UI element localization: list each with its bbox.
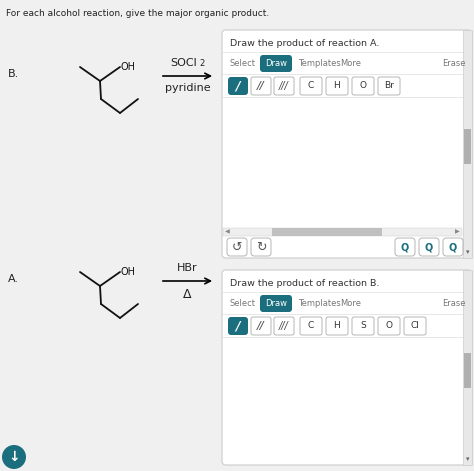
Circle shape	[2, 445, 26, 469]
Text: ▾: ▾	[466, 249, 469, 255]
FancyBboxPatch shape	[260, 55, 292, 72]
FancyBboxPatch shape	[326, 77, 348, 95]
Text: 2: 2	[200, 59, 205, 68]
FancyBboxPatch shape	[260, 295, 292, 312]
Text: /: /	[236, 80, 240, 92]
FancyBboxPatch shape	[300, 77, 322, 95]
Bar	[223, 228, 462, 236]
Text: //: //	[257, 321, 265, 331]
FancyBboxPatch shape	[222, 30, 472, 258]
FancyBboxPatch shape	[227, 238, 247, 256]
Bar	[464, 129, 471, 164]
Text: Q: Q	[449, 242, 457, 252]
Text: ▶: ▶	[455, 229, 460, 235]
FancyBboxPatch shape	[395, 238, 415, 256]
Bar	[463, 30, 472, 258]
Text: Templates: Templates	[298, 58, 341, 67]
FancyBboxPatch shape	[419, 238, 439, 256]
FancyBboxPatch shape	[352, 317, 374, 335]
Text: C: C	[308, 81, 314, 90]
FancyBboxPatch shape	[274, 77, 294, 95]
Text: H: H	[334, 81, 340, 90]
Text: B.: B.	[8, 69, 19, 79]
Text: Templates: Templates	[298, 299, 341, 308]
Text: Draw: Draw	[265, 299, 287, 308]
Text: Select: Select	[230, 299, 256, 308]
Text: Br: Br	[384, 81, 394, 90]
FancyBboxPatch shape	[222, 270, 472, 465]
FancyBboxPatch shape	[404, 317, 426, 335]
Text: //: //	[257, 81, 265, 91]
Text: ↻: ↻	[256, 241, 266, 253]
Text: A.: A.	[8, 274, 19, 284]
Text: Draw: Draw	[265, 58, 287, 67]
Bar	[463, 270, 472, 465]
Text: ///: ///	[279, 81, 289, 91]
Text: ↺: ↺	[232, 241, 242, 253]
Text: SOCl: SOCl	[170, 58, 197, 68]
Text: Erase: Erase	[443, 58, 466, 67]
Text: OH: OH	[121, 267, 136, 277]
FancyBboxPatch shape	[378, 317, 400, 335]
Text: Q: Q	[425, 242, 433, 252]
Text: Δ: Δ	[183, 288, 192, 301]
Text: Q: Q	[401, 242, 409, 252]
Text: HBr: HBr	[177, 263, 198, 273]
Text: Draw the product of reaction B.: Draw the product of reaction B.	[230, 279, 379, 288]
Text: OH: OH	[121, 62, 136, 72]
FancyBboxPatch shape	[251, 77, 271, 95]
Text: /: /	[236, 319, 240, 333]
FancyBboxPatch shape	[251, 317, 271, 335]
Bar	[272, 228, 382, 236]
FancyBboxPatch shape	[251, 238, 271, 256]
Text: Select: Select	[230, 58, 256, 67]
FancyBboxPatch shape	[443, 238, 463, 256]
FancyBboxPatch shape	[326, 317, 348, 335]
Text: Cl: Cl	[410, 322, 419, 331]
Text: pyridine: pyridine	[164, 83, 210, 93]
Text: ↓: ↓	[8, 450, 20, 464]
Text: Erase: Erase	[443, 299, 466, 308]
FancyBboxPatch shape	[352, 77, 374, 95]
Text: S: S	[360, 322, 366, 331]
Text: O: O	[359, 81, 366, 90]
Text: ▾: ▾	[466, 456, 469, 462]
Text: ◀: ◀	[225, 229, 230, 235]
Text: C: C	[308, 322, 314, 331]
FancyBboxPatch shape	[274, 317, 294, 335]
Text: Draw the product of reaction A.: Draw the product of reaction A.	[230, 39, 379, 48]
Text: H: H	[334, 322, 340, 331]
Text: ///: ///	[279, 321, 289, 331]
Text: More: More	[340, 299, 361, 308]
FancyBboxPatch shape	[300, 317, 322, 335]
FancyBboxPatch shape	[228, 77, 248, 95]
FancyBboxPatch shape	[378, 77, 400, 95]
Text: O: O	[385, 322, 392, 331]
Text: For each alcohol reaction, give the major organic product.: For each alcohol reaction, give the majo…	[6, 9, 269, 18]
Bar	[464, 353, 471, 388]
Text: More: More	[340, 58, 361, 67]
FancyBboxPatch shape	[228, 317, 248, 335]
